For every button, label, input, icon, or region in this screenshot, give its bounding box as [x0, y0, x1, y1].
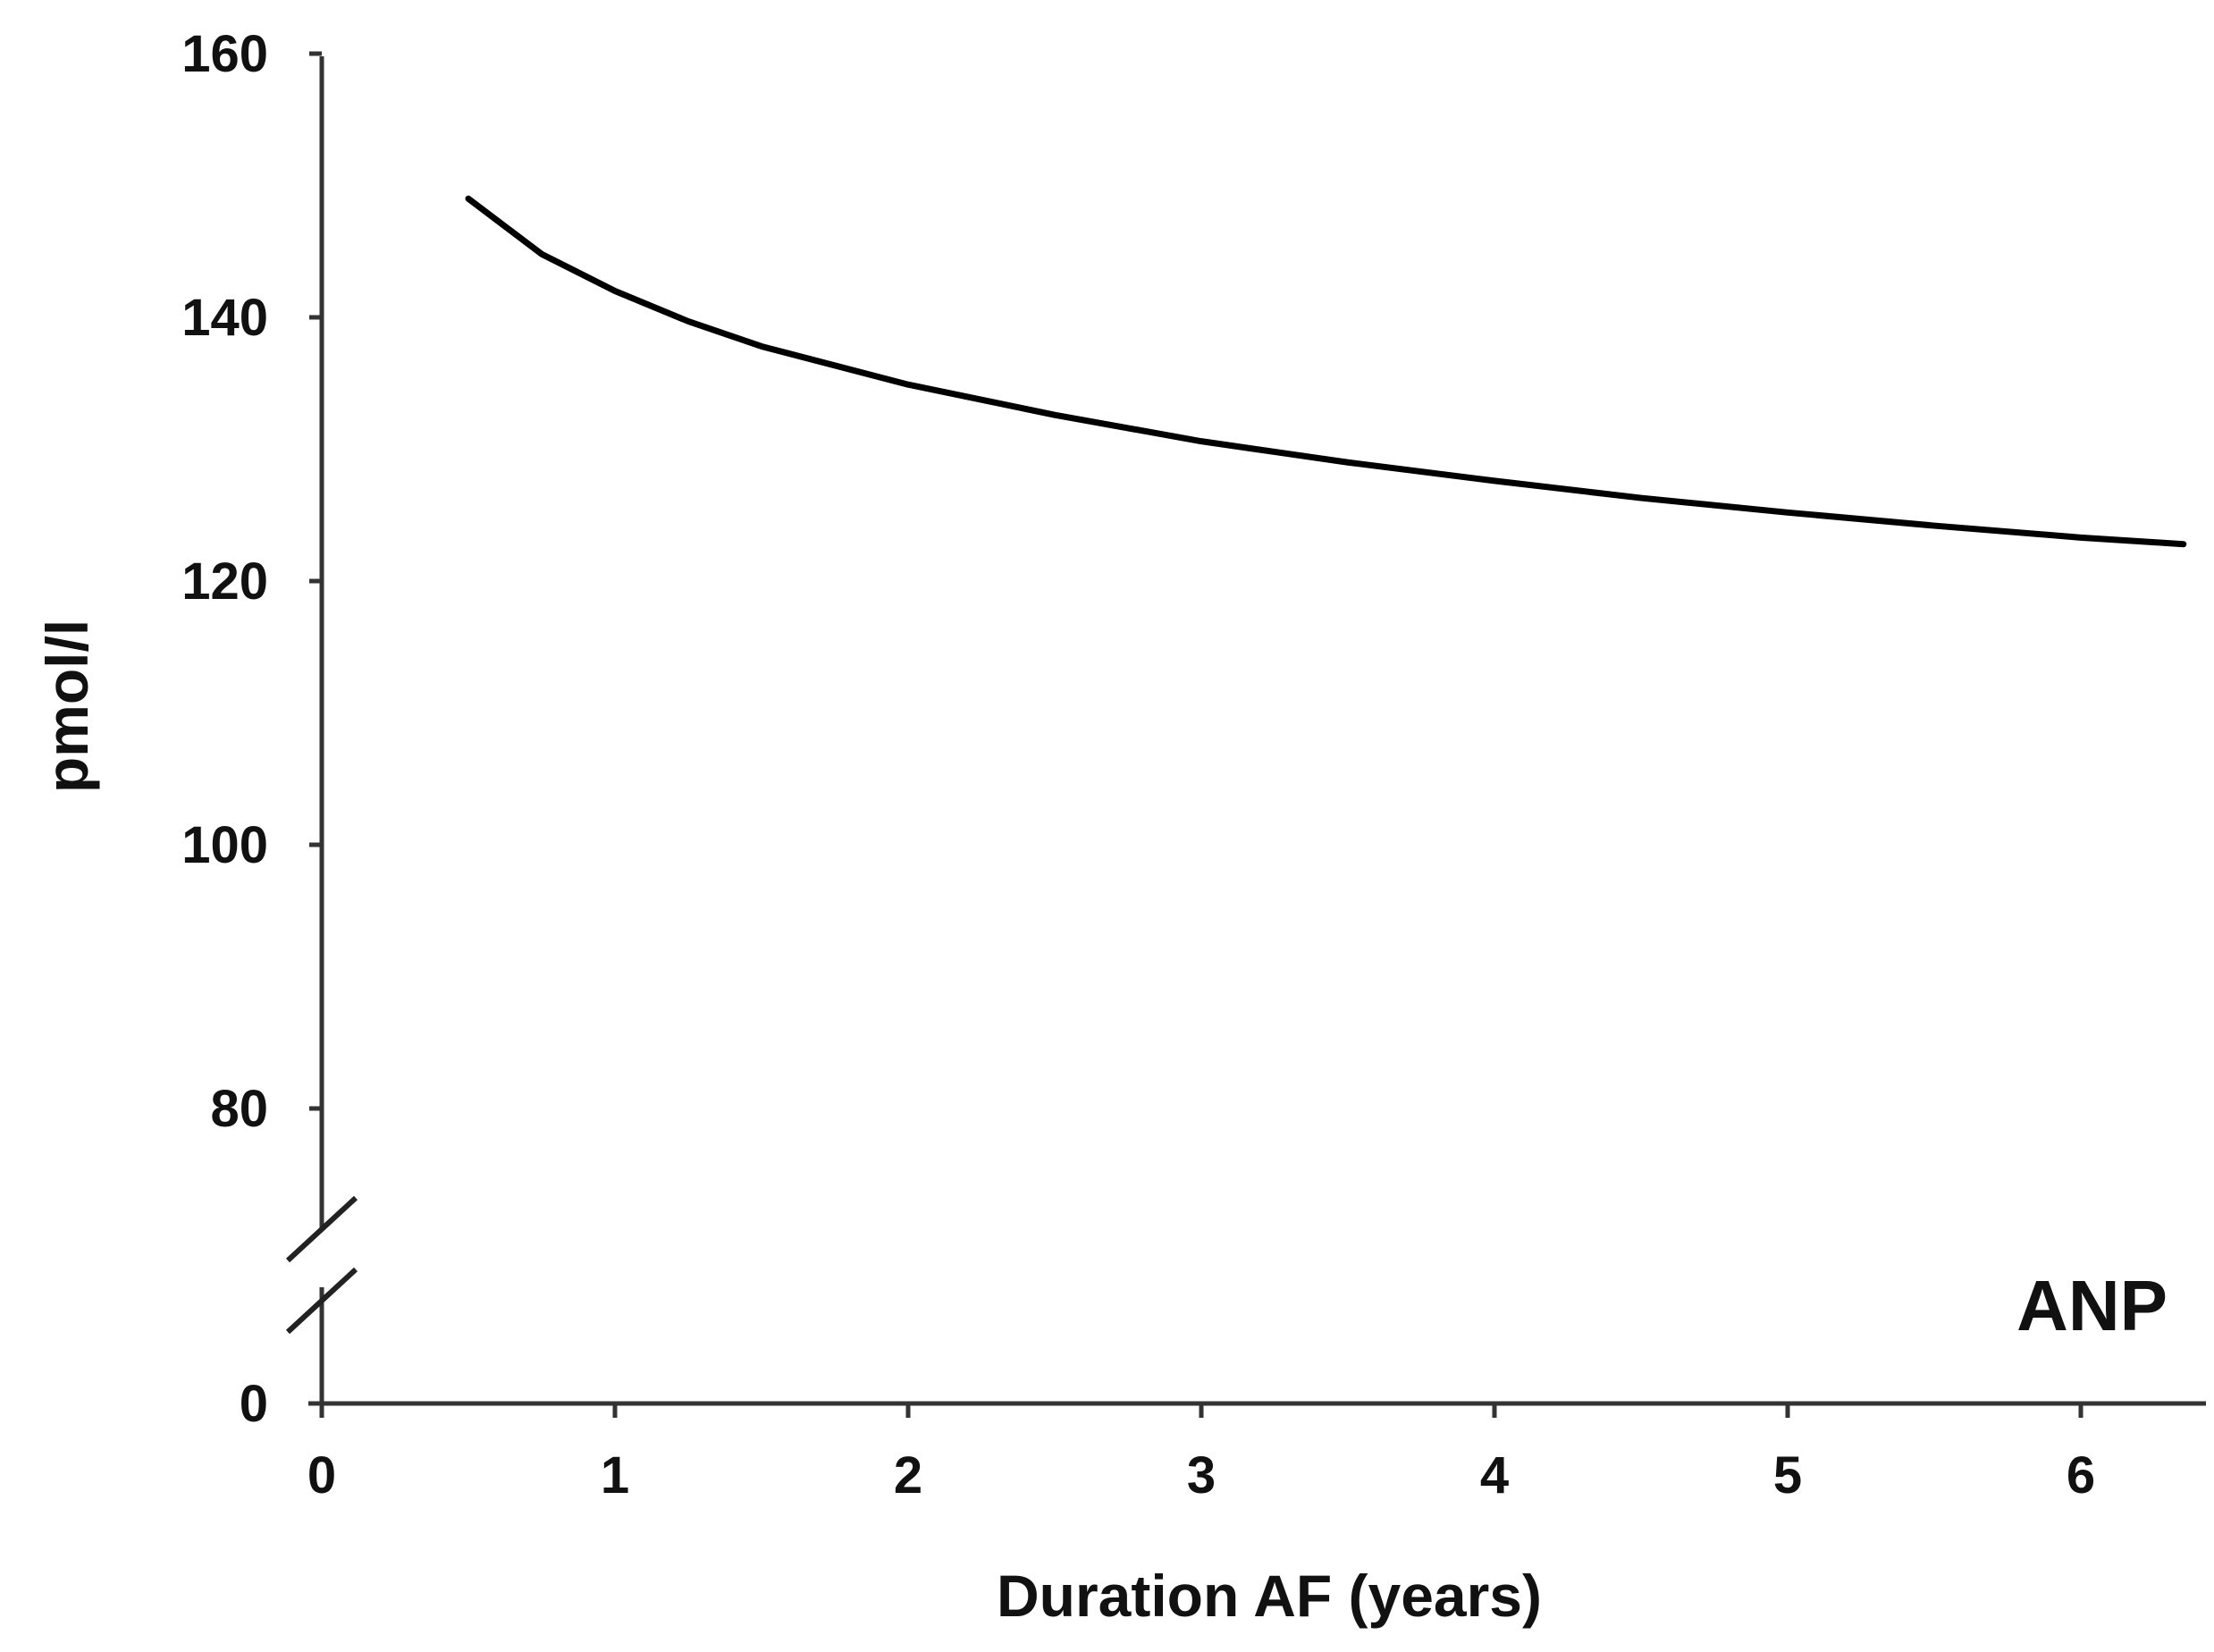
- series-line: [465, 195, 2187, 548]
- y-ticks: 80 100 120 140 160 0: [181, 25, 322, 1433]
- x-tick-label: 0: [307, 1446, 336, 1504]
- y-tick-label: 160: [181, 25, 268, 83]
- anp-annotation: ANP: [2016, 1266, 2168, 1345]
- x-ticks: 0 1 2 3 4 5 6: [307, 1403, 2095, 1504]
- x-tick-label: 5: [1773, 1446, 1802, 1504]
- y-axis-label: pmol/l: [34, 620, 100, 793]
- y-tick-label-zero: 0: [240, 1375, 268, 1433]
- y-tick-label: 120: [181, 552, 268, 611]
- x-tick-label: 3: [1187, 1446, 1216, 1504]
- y-tick-label: 140: [181, 289, 268, 347]
- axes: [285, 56, 2206, 1406]
- y-tick-label: 80: [210, 1080, 268, 1138]
- x-tick-label: 6: [2067, 1446, 2095, 1504]
- x-axis-label: Duration AF (years): [997, 1563, 1542, 1629]
- series-layer: [465, 195, 2187, 548]
- x-tick-label: 4: [1480, 1446, 1509, 1504]
- x-tick-label: 2: [894, 1446, 922, 1504]
- axis-break-mark: [285, 1267, 358, 1335]
- axis-break-mark: [285, 1195, 358, 1263]
- y-tick-label: 100: [181, 816, 268, 874]
- x-tick-label: 1: [601, 1446, 629, 1504]
